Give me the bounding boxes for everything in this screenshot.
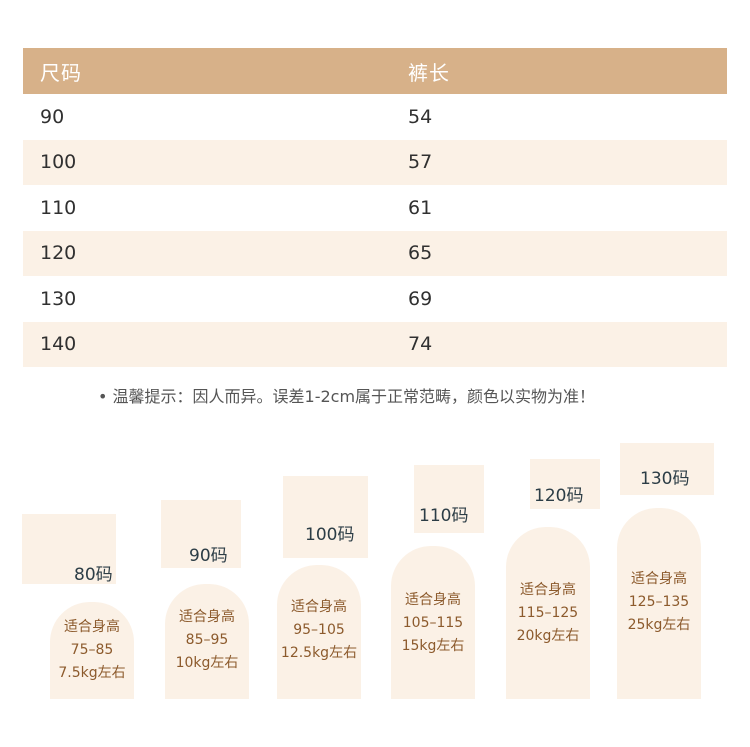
cell-size: 120 [40, 242, 77, 265]
size-tag-110: 110码 [414, 465, 484, 533]
table-row: 110 61 [23, 185, 727, 231]
cell-length: 57 [408, 151, 433, 174]
height-range: 125–135 [628, 594, 690, 610]
size-label: 100码 [305, 525, 355, 545]
size-tag-130: 130码 [620, 443, 714, 495]
size-tag-80: 80码 [22, 514, 116, 585]
size-tag-90: 90码 [161, 500, 241, 568]
weight-value: 10kg左右 [175, 655, 239, 671]
cell-length: 69 [408, 287, 433, 310]
tip-note: • 温馨提示：因人而异。误差1-2cm属于正常范畴，颜色以实物为准！ [98, 387, 596, 406]
height-card-110: 适合身高 105–115 15kg左右 [391, 546, 475, 699]
header-pants-length: 裤长 [408, 60, 450, 85]
height-card-80: 适合身高 75–85 7.5kg左右 [50, 602, 134, 699]
header-size: 尺码 [40, 60, 82, 85]
weight-value: 7.5kg左右 [58, 665, 126, 681]
fit-label: 适合身高 [520, 582, 576, 598]
height-card-100: 适合身高 95–105 12.5kg左右 [277, 565, 361, 699]
table-row: 130 69 [23, 276, 727, 322]
table-row: 100 57 [23, 139, 727, 185]
cell-size: 100 [40, 151, 77, 174]
table-row: 120 65 [23, 230, 727, 276]
fit-label: 适合身高 [291, 599, 347, 615]
size-label: 130码 [640, 469, 690, 489]
size-label: 110码 [419, 506, 469, 526]
table-row: 90 54 [23, 94, 727, 140]
height-range: 95–105 [293, 622, 345, 638]
weight-value: 15kg左右 [401, 638, 465, 654]
height-card-90: 适合身高 85–95 10kg左右 [165, 584, 249, 699]
size-tag-100: 100码 [283, 476, 368, 558]
height-range: 75–85 [70, 642, 114, 658]
size-label: 80码 [74, 565, 113, 585]
height-range: 115–125 [517, 605, 579, 621]
size-tag-120: 120码 [530, 459, 600, 509]
weight-value: 12.5kg左右 [280, 645, 358, 661]
cell-length: 74 [408, 333, 433, 356]
weight-value: 20kg左右 [516, 628, 580, 644]
table-header: 尺码 裤长 [23, 48, 727, 94]
fit-label: 适合身高 [179, 609, 235, 625]
height-range: 105–115 [402, 615, 464, 631]
fit-label: 适合身高 [64, 619, 120, 635]
cell-size: 140 [40, 333, 77, 356]
cell-length: 61 [408, 196, 433, 219]
cell-size: 130 [40, 287, 77, 310]
height-range: 85–95 [185, 632, 229, 648]
cell-size: 90 [40, 105, 65, 128]
fit-label: 适合身高 [631, 571, 687, 587]
cell-length: 54 [408, 105, 433, 128]
height-card-120: 适合身高 115–125 20kg左右 [506, 527, 590, 699]
height-card-130: 适合身高 125–135 25kg左右 [617, 508, 701, 699]
cell-length: 65 [408, 242, 433, 265]
size-label: 90码 [189, 546, 228, 566]
size-table: 尺码 裤长 90 54 100 57 110 61 120 65 130 69 … [23, 48, 727, 367]
size-label: 120码 [534, 486, 584, 506]
table-row: 140 74 [23, 321, 727, 367]
fit-label: 适合身高 [405, 592, 461, 608]
weight-value: 25kg左右 [627, 617, 691, 633]
cell-size: 110 [40, 196, 77, 219]
